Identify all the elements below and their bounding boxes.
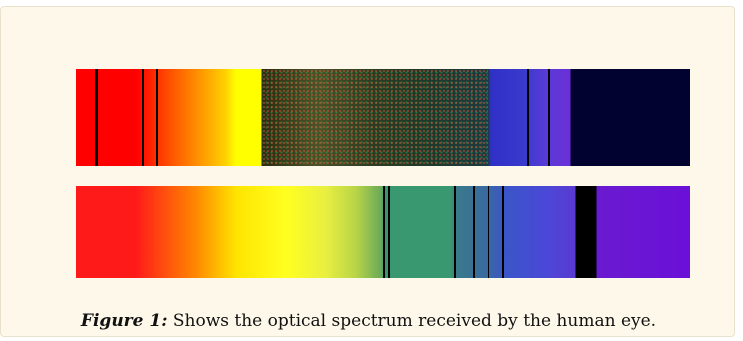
absorption-line [502, 186, 504, 278]
absorption-line [388, 186, 390, 278]
absorption-line [454, 186, 456, 278]
spectrum-noise-region [262, 69, 488, 166]
absorption-line [488, 186, 489, 278]
figure-caption: Figure 1: Shows the optical spectrum rec… [1, 311, 736, 331]
absorption-line [383, 186, 385, 278]
absorption-line [142, 69, 144, 166]
figure-label: Figure 1: [80, 311, 168, 331]
absorption-line [527, 69, 529, 166]
figure-card: Figure 1: Shows the optical spectrum rec… [0, 6, 735, 337]
spectrum-image-bottom [76, 186, 690, 278]
absorption-line [548, 69, 550, 166]
absorption-line [95, 69, 98, 166]
absorption-line [156, 69, 158, 166]
figure-caption-text: Shows the optical spectrum received by t… [167, 311, 657, 331]
absorption-line [473, 186, 475, 278]
spectrum-image-top [76, 69, 690, 166]
